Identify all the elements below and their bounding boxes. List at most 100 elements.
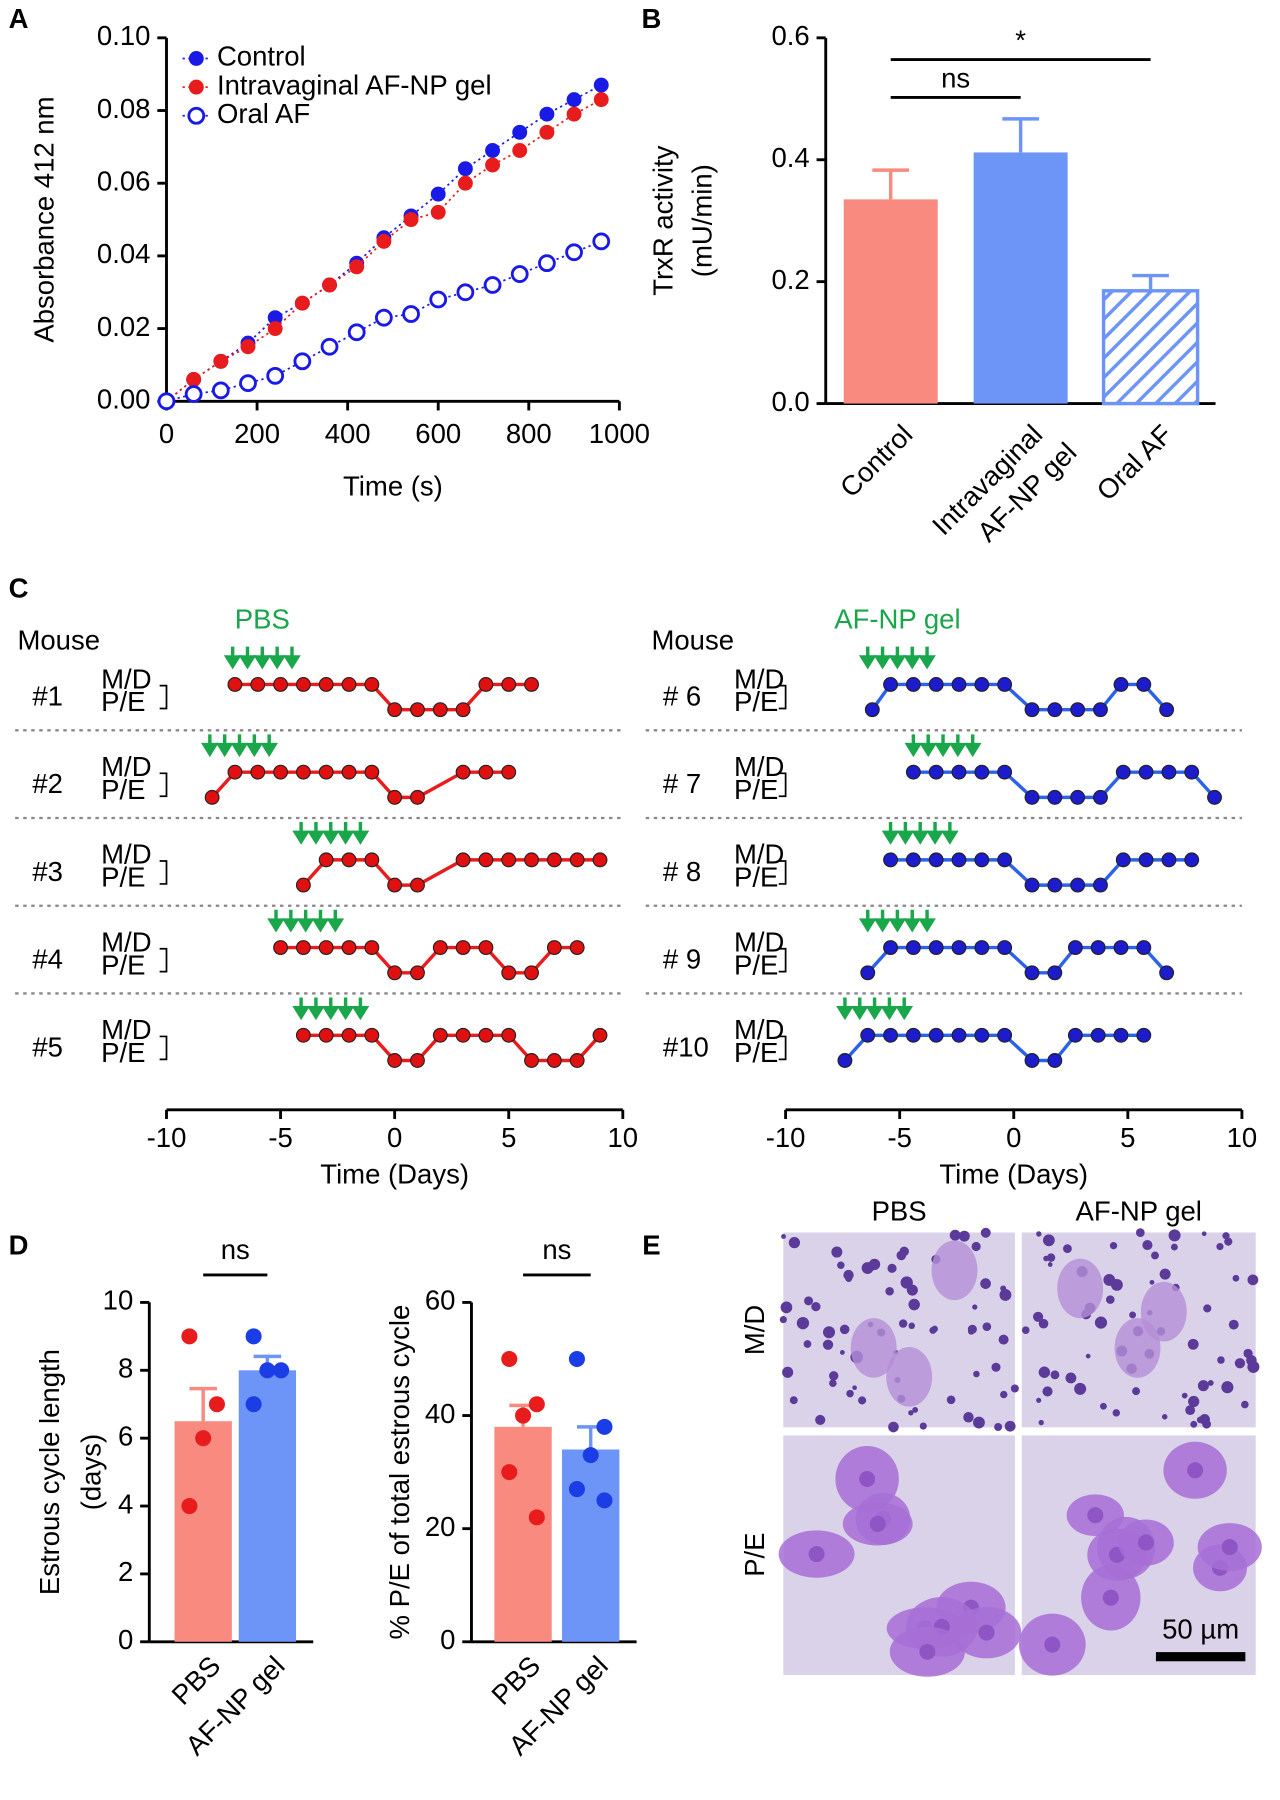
state-point [1113, 1027, 1129, 1043]
state-point [546, 1053, 562, 1068]
data-point [429, 290, 448, 309]
state-point [883, 852, 899, 868]
cell [1000, 1390, 1008, 1399]
data-point [374, 308, 393, 327]
treatment-arrow [949, 734, 967, 758]
nucleus [869, 1515, 886, 1532]
data-point [512, 124, 528, 140]
cell [887, 1263, 897, 1273]
cell [912, 1407, 919, 1413]
state-label: P/E [101, 774, 145, 805]
state-point [1093, 877, 1108, 893]
state-bracket [778, 947, 787, 973]
x-tick-label: 600 [415, 418, 461, 449]
state-point [928, 677, 944, 692]
state-point [341, 852, 357, 868]
cell [1100, 1402, 1107, 1410]
cell [1168, 1229, 1181, 1242]
data-point [402, 305, 420, 323]
treatment-arrow [963, 734, 982, 758]
state-point [546, 940, 562, 956]
data-point [349, 259, 365, 275]
cell [1190, 1420, 1198, 1428]
state-label: P/E [101, 862, 145, 893]
series-line [165, 98, 602, 402]
data-point [512, 143, 528, 158]
error-bar [872, 168, 910, 200]
state-point [295, 764, 311, 780]
nucleus [1137, 1534, 1154, 1551]
data-point [293, 352, 312, 371]
state-bracket [159, 860, 168, 885]
data-point [528, 1396, 545, 1413]
cell [1132, 1387, 1141, 1396]
cell [1074, 1382, 1087, 1395]
cell [1109, 1242, 1118, 1250]
treatment-arrow [201, 734, 219, 758]
cell [958, 1230, 970, 1242]
state-label: M/D [101, 663, 151, 694]
state-point [250, 677, 266, 692]
state-point [905, 1027, 921, 1043]
cell [1196, 1416, 1204, 1424]
treatment-arrow [283, 646, 301, 670]
y-tick-label: 0.0 [771, 386, 809, 417]
legend-label: Oral AF [217, 98, 310, 129]
state-point [455, 852, 471, 868]
state-bracket [159, 1035, 168, 1061]
state-point [273, 764, 289, 780]
data-point [213, 353, 229, 369]
micrograph [778, 1435, 1022, 1677]
state-label: M/D [734, 1014, 784, 1045]
row-label: #1 [32, 680, 63, 711]
treatment-label: PBS [235, 604, 290, 635]
data-point [239, 374, 257, 392]
cell [1047, 1262, 1053, 1267]
cell [1046, 1253, 1056, 1262]
row-label: #5 [32, 1031, 63, 1062]
treatment-label: AF-NP gel [834, 604, 960, 635]
state-point [974, 677, 990, 692]
error-bar [189, 1386, 217, 1422]
y-tick-label: 0 [118, 1624, 133, 1655]
cell [780, 1301, 793, 1314]
treatment-arrow [926, 822, 944, 845]
cell [803, 1340, 812, 1348]
y-axis-label: (mU/min) [686, 164, 717, 277]
x-axis-label: Time (s) [343, 471, 443, 502]
data-point [596, 1418, 613, 1435]
treatment-arrow [296, 909, 315, 933]
treatment-arrow [880, 997, 899, 1021]
x-tick-label: 10 [1227, 1122, 1258, 1153]
state-label: M/D [734, 839, 784, 870]
data-point [565, 243, 583, 262]
cell [811, 1301, 821, 1312]
cell [931, 1240, 978, 1301]
state-point [432, 702, 448, 718]
legend-marker [188, 79, 204, 95]
category-label: Control [834, 419, 919, 504]
cell [1247, 1274, 1259, 1286]
state-point [1047, 1053, 1063, 1068]
y-tick-label: 8 [118, 1353, 133, 1384]
y-tick-label: 0.4 [771, 142, 809, 173]
data-point [376, 233, 392, 249]
state-point [524, 1053, 539, 1068]
cell [1036, 1397, 1042, 1403]
data-point [582, 1447, 599, 1464]
state-point [478, 764, 494, 780]
cell [1036, 1231, 1042, 1237]
treatment-arrow [260, 734, 279, 758]
state-point [1159, 965, 1175, 981]
column-label: PBS [872, 1195, 927, 1226]
state-point [318, 852, 334, 868]
state-point [1024, 965, 1040, 981]
state-label: P/E [734, 774, 778, 805]
state-point [997, 852, 1013, 868]
state-point [1090, 940, 1106, 956]
cell [973, 1416, 985, 1429]
cell [1241, 1400, 1249, 1409]
state-point [227, 764, 243, 780]
bar [174, 1421, 232, 1642]
data-point [181, 1498, 198, 1515]
